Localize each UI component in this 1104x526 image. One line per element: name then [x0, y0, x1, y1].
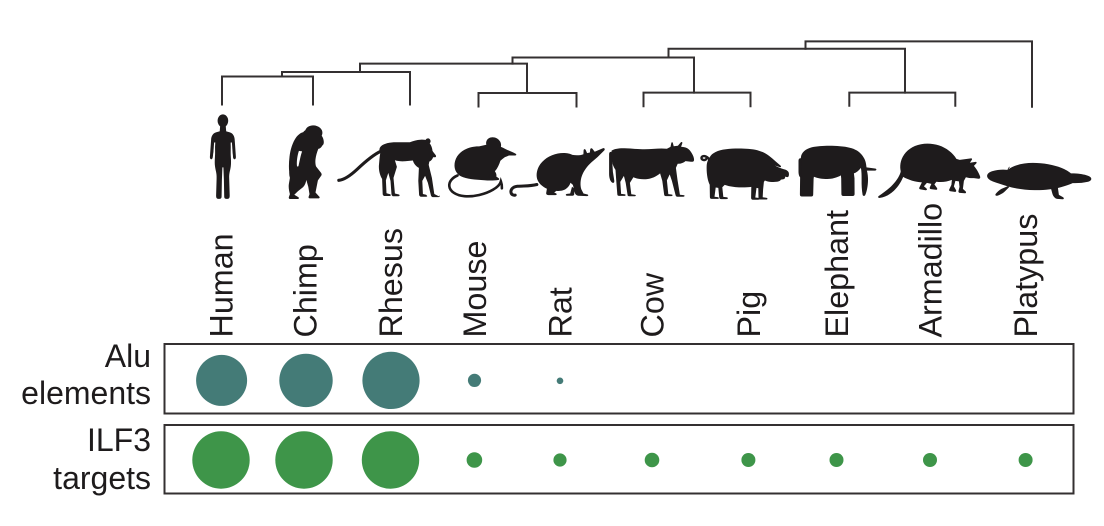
svg-text:Human: Human — [204, 233, 240, 337]
svg-text:Armadillo: Armadillo — [913, 203, 949, 338]
svg-text:elements: elements — [21, 375, 151, 411]
svg-text:Platypus: Platypus — [1008, 214, 1044, 338]
svg-text:Pig: Pig — [731, 291, 767, 338]
svg-text:Alu: Alu — [105, 338, 151, 374]
svg-text:targets: targets — [53, 460, 151, 496]
svg-text:Elephant: Elephant — [819, 210, 855, 338]
svg-text:ILF3: ILF3 — [87, 422, 151, 458]
svg-text:Rat: Rat — [543, 287, 579, 337]
svg-text:Rhesus: Rhesus — [373, 228, 409, 338]
svg-text:Chimp: Chimp — [288, 244, 324, 337]
svg-text:Cow: Cow — [635, 272, 671, 337]
svg-text:Mouse: Mouse — [457, 241, 493, 338]
